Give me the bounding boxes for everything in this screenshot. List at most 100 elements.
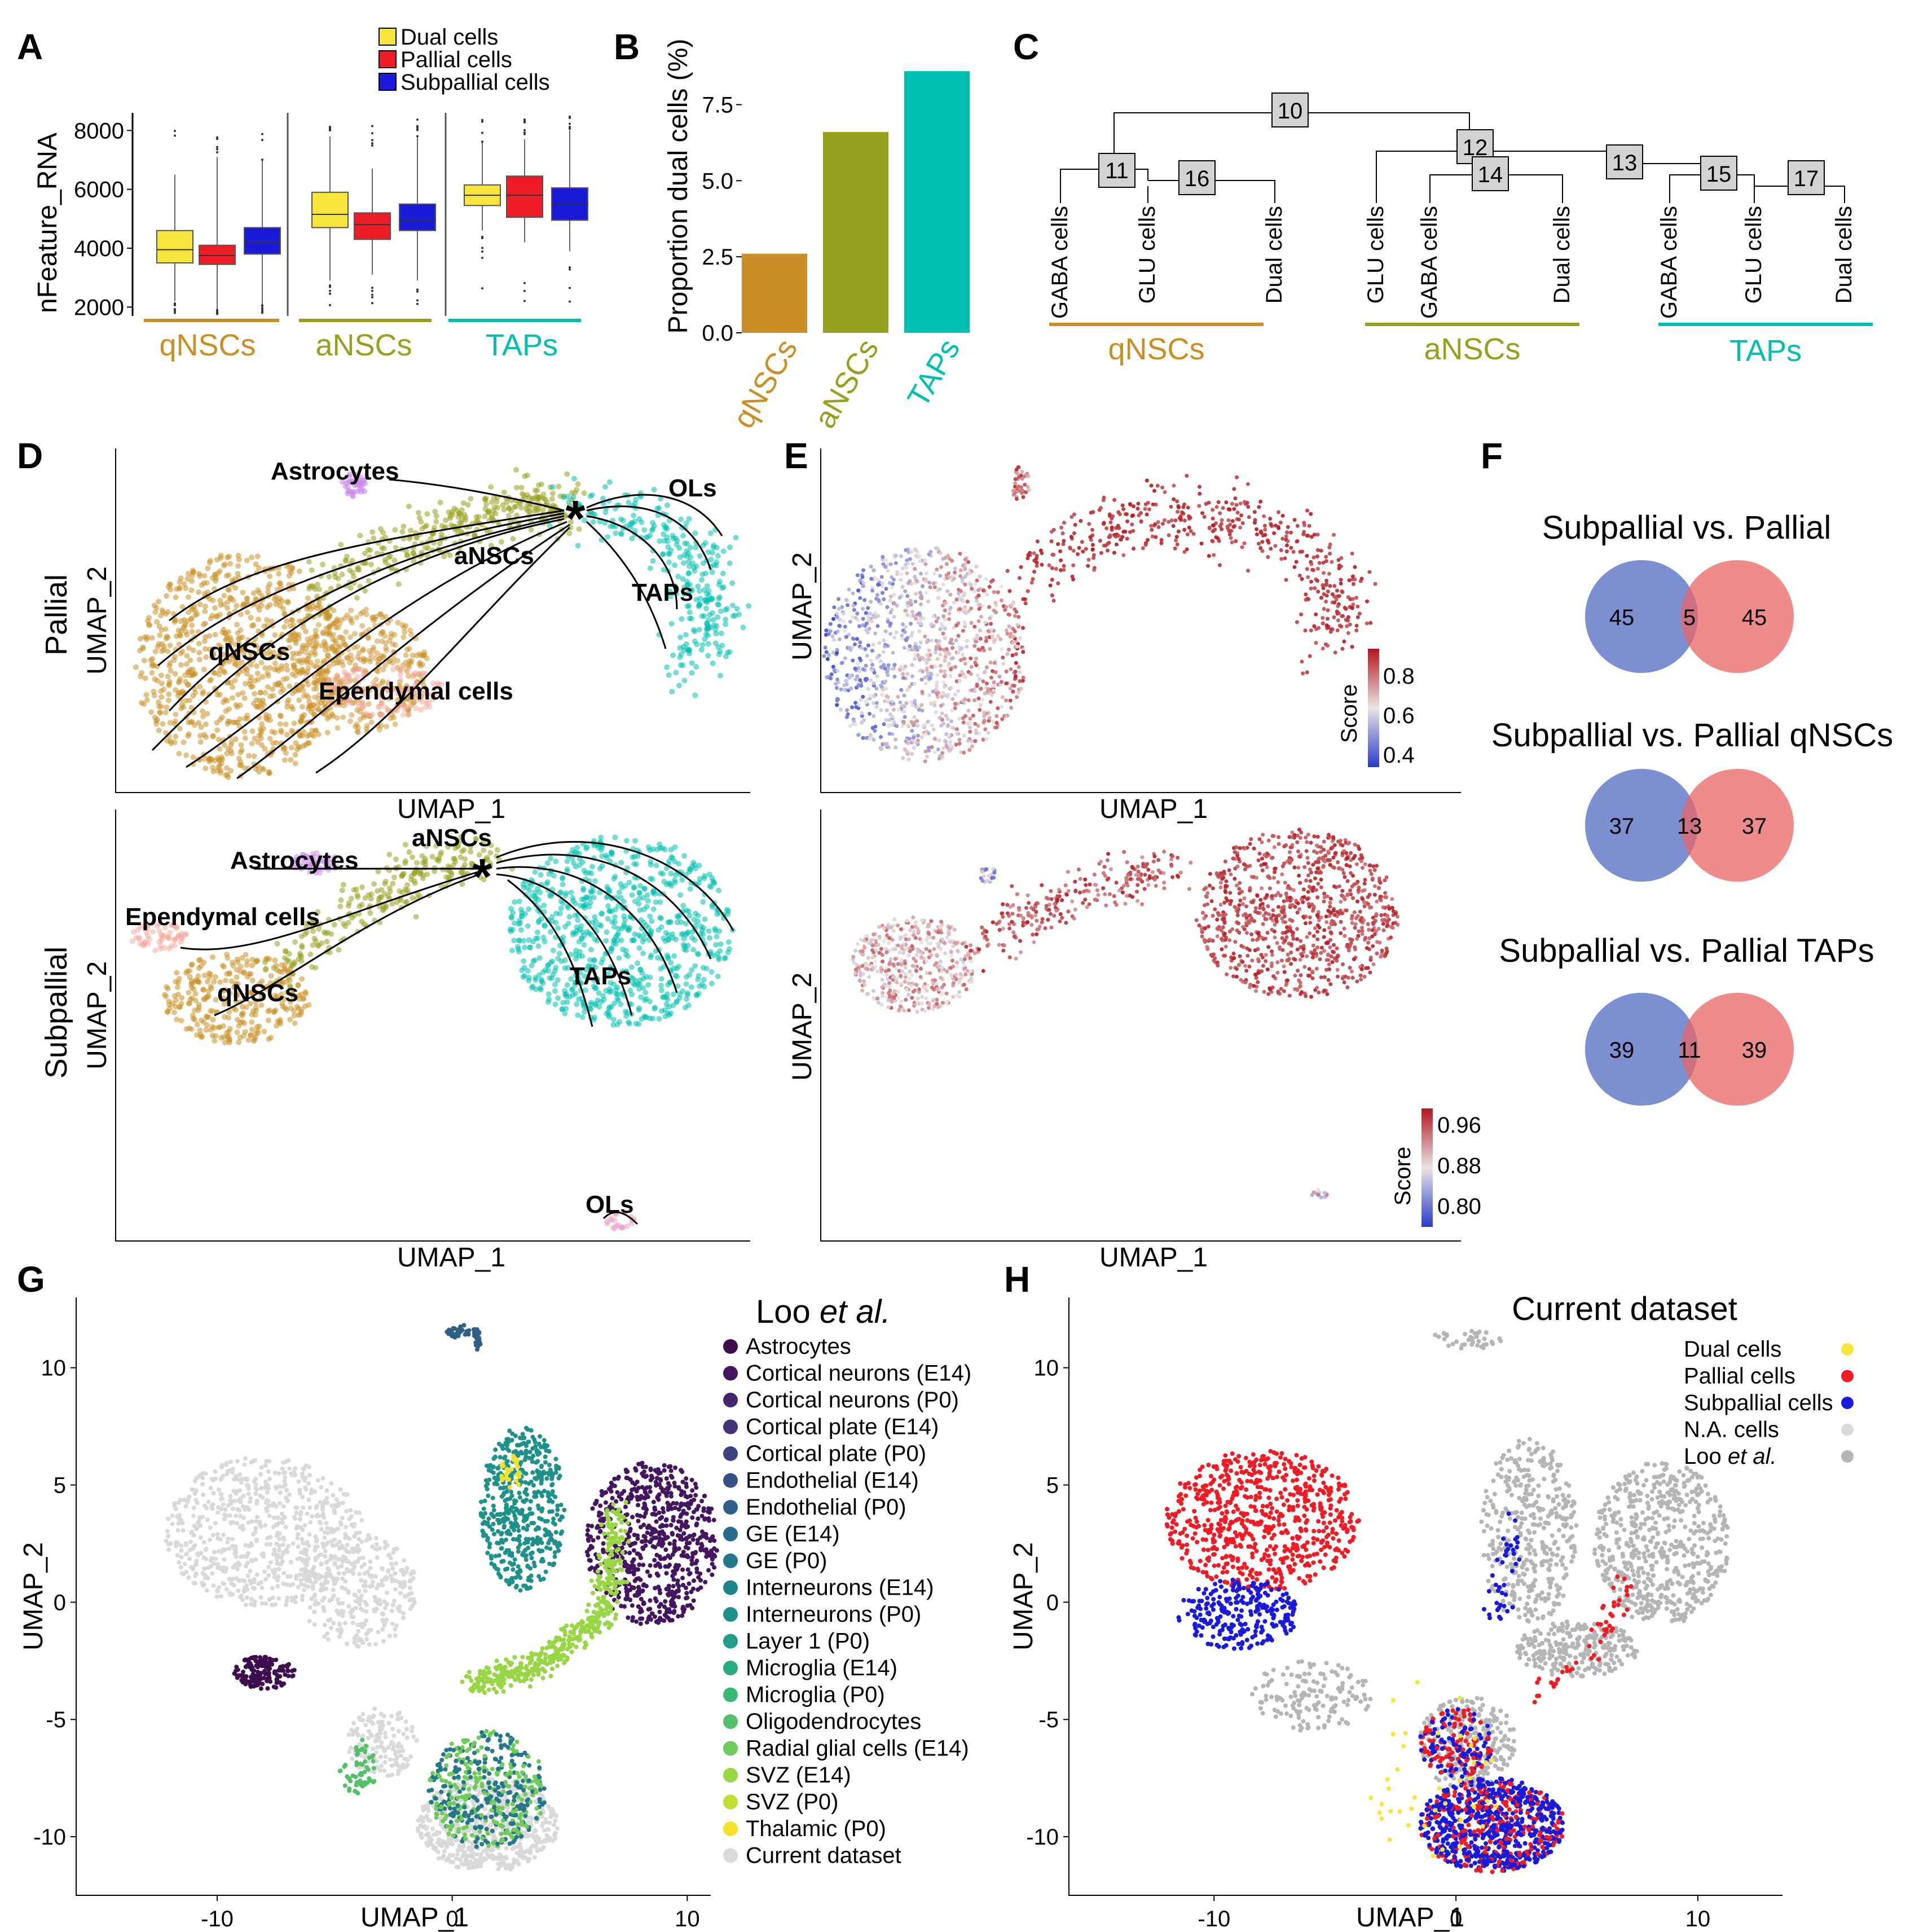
box-outlier [174, 302, 176, 305]
cell-score [869, 619, 874, 623]
cell-tap [650, 526, 656, 532]
cell-score [901, 622, 905, 627]
legend-label-dual: Dual cells [400, 25, 498, 50]
cell-score [913, 657, 917, 661]
cell-qnsc [218, 555, 224, 561]
cell-qnsc [189, 961, 195, 967]
cell-score [838, 618, 842, 622]
cell-qnsc [221, 592, 227, 598]
box-outlier [523, 118, 526, 121]
cell-score [905, 672, 910, 676]
box-outlier [523, 281, 526, 284]
cell-score [1012, 684, 1016, 688]
cell-ansc [306, 586, 313, 592]
cell-score [888, 610, 893, 615]
cell-ansc [410, 854, 416, 860]
cell-qnsc [156, 598, 162, 605]
cell-qnsc [208, 983, 214, 989]
cell-score [879, 735, 883, 739]
cell-qnsc [222, 1014, 228, 1020]
cell-qnsc [252, 691, 258, 697]
cell-score [963, 567, 967, 571]
cell-qnsc [230, 695, 236, 701]
cell-score [978, 628, 982, 633]
cell-tap [562, 988, 568, 994]
cell-ansc [391, 557, 398, 564]
cell-qnsc [379, 629, 385, 635]
cell-score [1000, 695, 1005, 699]
panel-a-ytick-label: 8000 [74, 118, 124, 143]
cell-score [973, 582, 978, 586]
cell-score [909, 549, 914, 554]
cell-score [966, 738, 970, 743]
cell-score [848, 674, 852, 678]
box-outlier [481, 247, 483, 249]
cell-qnsc [221, 652, 227, 658]
cell-qnsc [354, 721, 360, 727]
cell-tap [654, 954, 661, 961]
cell-qnsc [254, 553, 261, 560]
cell-tap [521, 938, 527, 944]
cell-qnsc [196, 650, 203, 655]
cell-tap [591, 895, 597, 900]
cell-qnsc [237, 702, 243, 708]
cell-tap [611, 875, 617, 882]
cell-score [902, 693, 906, 698]
cell-score [897, 596, 902, 600]
cell-tap [535, 943, 542, 949]
cell-qnsc [278, 683, 284, 689]
cell-score [903, 747, 907, 751]
cell-tap [740, 624, 746, 631]
cell-score [969, 620, 974, 625]
cell-qnsc [163, 611, 169, 617]
cell-tap [647, 565, 653, 571]
cell-score [895, 570, 900, 574]
cell-qnsc [182, 690, 188, 697]
cell-ansc [368, 561, 375, 567]
cell-tap [564, 858, 570, 864]
cell-score [910, 631, 914, 635]
box-outlier [261, 311, 263, 314]
cell-score [936, 616, 940, 620]
bar-qNSCs [742, 253, 807, 333]
cell-tap [536, 918, 542, 924]
cell-score [852, 608, 856, 612]
cell-tap [659, 987, 664, 993]
cell-score [919, 735, 924, 740]
cell-qnsc [179, 604, 186, 610]
cell-qnsc [340, 636, 346, 641]
cell-score [914, 645, 918, 650]
cell-score [938, 587, 942, 591]
cell-score [967, 571, 972, 575]
cell-tap [696, 991, 702, 997]
cell-score [851, 591, 855, 596]
cell-score [879, 684, 883, 688]
panel-d-top-label-ependymal: Ependymal cells [319, 677, 513, 705]
cell-score [912, 720, 917, 725]
cell-tap [701, 984, 707, 990]
cell-score [919, 571, 923, 576]
panel-b-ytick-label: 0.0 [702, 321, 733, 346]
cell-qnsc [248, 1032, 254, 1038]
cell-tap [583, 894, 589, 900]
box-outlier [481, 257, 483, 259]
box-body [311, 191, 349, 228]
box-outlier [569, 127, 571, 130]
cell-tap [592, 878, 598, 884]
cell-qnsc [200, 690, 206, 697]
cell-qnsc [161, 646, 167, 653]
cell-qnsc [315, 622, 322, 628]
cell-tap [522, 944, 527, 950]
cell-score [965, 639, 969, 643]
cell-tap [551, 873, 557, 879]
cell-qnsc [225, 605, 231, 611]
cell-score [975, 673, 980, 677]
cell-qnsc [174, 1016, 180, 1023]
box-outlier [371, 287, 373, 289]
cell-qnsc [235, 692, 241, 698]
panel-b-y-axis: 0.02.55.07.5 [702, 93, 742, 346]
cell-qnsc [189, 622, 195, 628]
cell-score [869, 678, 873, 683]
cell-score [1008, 698, 1013, 703]
cell-qnsc [194, 611, 200, 617]
